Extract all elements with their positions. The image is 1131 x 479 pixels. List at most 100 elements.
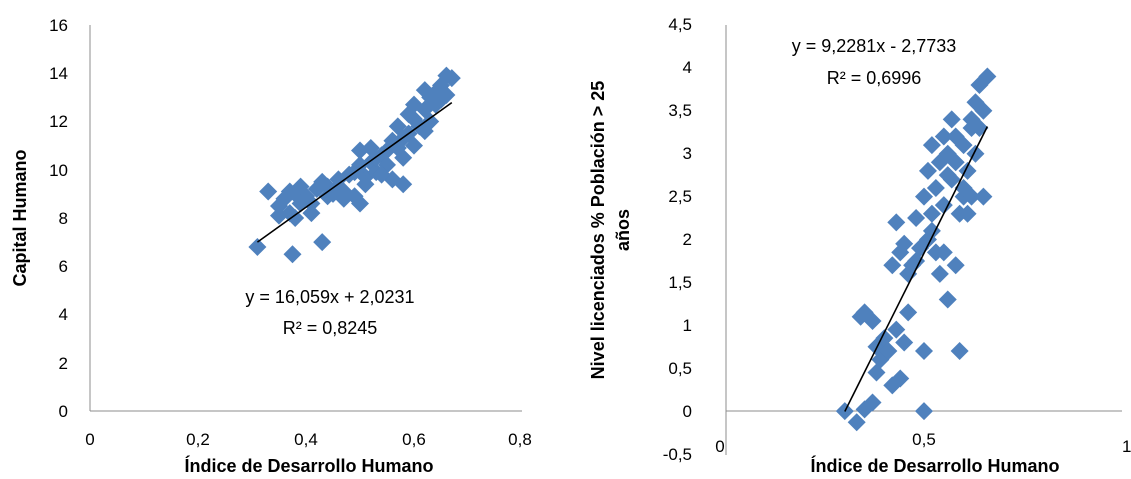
- left-x-tick: 0,8: [508, 430, 532, 449]
- left-data-point: [405, 95, 423, 114]
- right-data-point: [891, 369, 910, 388]
- left-data-point: [394, 148, 413, 167]
- right-y-tick: 2,5: [668, 187, 692, 206]
- left-data-points: [248, 66, 461, 264]
- left-data-point: [351, 141, 369, 160]
- left-data-point: [356, 175, 375, 194]
- right-y-tick: 1: [683, 316, 692, 335]
- left-data-point: [437, 66, 456, 85]
- left-x-ticks: 0 0,2 0,4 0,6 0,8: [85, 430, 532, 449]
- right-x-tick: 0: [715, 437, 724, 456]
- left-y-tick: 0: [59, 402, 68, 421]
- left-data-point: [405, 136, 423, 155]
- right-equation: y = 9,2281x - 2,7733: [792, 36, 957, 56]
- right-data-point: [863, 393, 882, 412]
- left-x-tick: 0: [85, 430, 94, 449]
- right-data-point: [938, 290, 957, 309]
- right-data-point: [934, 196, 953, 215]
- left-y-tick: 6: [59, 257, 68, 276]
- left-data-point: [280, 182, 299, 201]
- left-x-tick: 0,2: [186, 430, 210, 449]
- right-data-point: [958, 204, 977, 223]
- left-data-point: [329, 177, 348, 196]
- left-y-tick: 16: [49, 16, 68, 35]
- chart-left: 0 2 4 6 8 10 12 14 16 0 0,2 0,4 0,6 0,8 …: [10, 16, 532, 476]
- right-data-point: [950, 342, 969, 361]
- left-x-axis-title: Índice de Desarrollo Humano: [184, 455, 433, 476]
- right-y-tick: 3,5: [668, 101, 692, 120]
- right-y-tick: 0: [683, 402, 692, 421]
- right-data-point: [915, 342, 933, 361]
- left-y-tick: 12: [49, 112, 68, 131]
- right-data-point: [934, 243, 953, 262]
- left-y-tick: 8: [59, 209, 68, 228]
- right-x-ticks: 0 0,5 1: [715, 430, 1131, 456]
- right-data-point: [930, 264, 949, 283]
- right-data-point: [899, 303, 918, 322]
- right-data-point: [946, 256, 965, 275]
- right-data-point: [934, 127, 953, 146]
- right-data-point: [942, 110, 961, 129]
- left-x-tick: 0,6: [402, 430, 426, 449]
- right-data-point: [946, 153, 965, 172]
- right-x-tick: 1: [1122, 437, 1131, 456]
- right-data-point: [883, 256, 902, 275]
- left-data-point: [286, 209, 305, 227]
- right-data-point: [915, 402, 933, 421]
- right-data-point: [926, 179, 945, 198]
- left-data-point: [259, 182, 278, 201]
- right-y-tick: 4: [683, 58, 692, 77]
- right-y-tick: 1,5: [668, 273, 692, 292]
- left-data-point: [383, 131, 402, 150]
- left-data-point: [270, 206, 288, 225]
- right-data-point: [907, 251, 926, 270]
- right-data-points: [835, 67, 997, 432]
- left-y-tick: 4: [59, 305, 68, 324]
- left-y-tick: 14: [49, 64, 68, 83]
- left-data-point: [388, 117, 407, 136]
- right-y-tick: 3: [683, 144, 692, 163]
- right-data-point: [863, 312, 882, 331]
- left-data-point: [248, 237, 267, 256]
- left-data-point: [351, 194, 369, 213]
- right-x-axis-title: Índice de Desarrollo Humano: [810, 455, 1059, 476]
- right-y-tick: -0,5: [663, 445, 692, 464]
- left-data-point: [394, 175, 413, 194]
- left-data-point: [313, 233, 332, 252]
- left-y-axis-title: Capital Humano: [10, 149, 30, 286]
- right-data-point: [978, 67, 997, 86]
- right-data-point: [962, 110, 981, 129]
- left-data-point: [415, 81, 434, 100]
- left-equation: y = 16,059x + 2,0231: [245, 287, 414, 307]
- right-y-tick: 2: [683, 230, 692, 249]
- right-data-point: [895, 333, 914, 352]
- left-trendline: [256, 101, 453, 243]
- left-data-point: [283, 245, 302, 264]
- right-data-point: [946, 127, 965, 146]
- right-data-point: [915, 187, 933, 206]
- right-data-point: [974, 187, 993, 206]
- left-y-tick: 2: [59, 354, 68, 373]
- right-data-point: [974, 101, 993, 120]
- right-data-point: [907, 209, 926, 228]
- right-y-tick: 4,5: [668, 15, 692, 34]
- left-data-point: [415, 122, 434, 141]
- right-data-point: [922, 204, 941, 223]
- right-x-tick: 0,5: [912, 430, 936, 449]
- left-r-squared: R² = 0,8245: [283, 318, 378, 338]
- chart-right: -0,5 0 0,5 1 1,5 2 2,5 3 3,5 4 4,5 0 0,5…: [588, 15, 1131, 476]
- right-data-point: [938, 166, 957, 185]
- right-data-point: [918, 161, 937, 180]
- left-y-ticks: 0 2 4 6 8 10 12 14 16: [49, 16, 68, 421]
- right-data-point: [887, 320, 906, 339]
- right-y-ticks: -0,5 0 0,5 1 1,5 2 2,5 3 3,5 4 4,5: [663, 15, 692, 464]
- right-y-axis-title: Nivel licenciados % Población > 25 años: [588, 81, 633, 380]
- left-x-tick: 0,4: [294, 430, 318, 449]
- right-trendline: [844, 126, 989, 412]
- left-data-point: [318, 187, 337, 206]
- right-data-point: [879, 342, 898, 361]
- right-data-point: [847, 413, 866, 432]
- left-y-tick: 10: [49, 161, 68, 180]
- right-r-squared: R² = 0,6996: [827, 68, 922, 88]
